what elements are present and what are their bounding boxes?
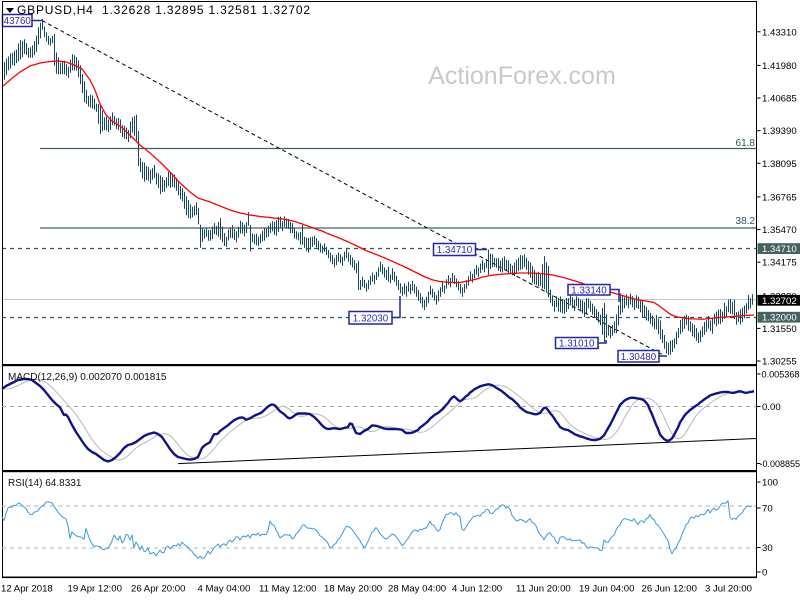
svg-text:MACD(12,26,9) 0.002070 0.00181: MACD(12,26,9) 0.002070 0.001815 <box>8 372 167 383</box>
svg-text:28 May 04:00: 28 May 04:00 <box>388 584 446 595</box>
svg-text:1.43310: 1.43310 <box>762 27 797 38</box>
svg-text:1.32030: 1.32030 <box>353 313 389 324</box>
svg-text:12 Apr 2018: 12 Apr 2018 <box>1 584 53 595</box>
svg-text:4 May 04:00: 4 May 04:00 <box>198 584 251 595</box>
svg-text:GBPUSD,H4 1.32628 1.32895 1.3: GBPUSD,H4 1.32628 1.32895 1.32581 1.3270… <box>17 3 310 17</box>
svg-text:19 Jun 04:00: 19 Jun 04:00 <box>579 584 634 595</box>
svg-text:30: 30 <box>762 543 773 554</box>
svg-text:61.8: 61.8 <box>736 138 756 149</box>
svg-text:1.36765: 1.36765 <box>762 192 797 203</box>
svg-text:1.32702: 1.32702 <box>762 296 797 307</box>
svg-text:11 May 12:00: 11 May 12:00 <box>259 584 316 595</box>
svg-text:3 Jul 20:00: 3 Jul 20:00 <box>705 584 752 595</box>
svg-text:0: 0 <box>762 568 767 579</box>
svg-text:1.35470: 1.35470 <box>762 225 797 236</box>
svg-text:1.40685: 1.40685 <box>762 94 797 105</box>
svg-text:1.34710: 1.34710 <box>437 245 473 256</box>
svg-text:4 Jun 12:00: 4 Jun 12:00 <box>452 584 502 595</box>
svg-text:1.33140: 1.33140 <box>571 285 607 296</box>
svg-text:26 Apr 20:00: 26 Apr 20:00 <box>131 584 185 595</box>
svg-text:1.30480: 1.30480 <box>621 352 657 363</box>
svg-text:ActionForex.com: ActionForex.com <box>428 62 616 90</box>
svg-text:1.34710: 1.34710 <box>762 244 797 255</box>
svg-text:26 Jun 12:00: 26 Jun 12:00 <box>642 584 697 595</box>
svg-text:1.34175: 1.34175 <box>762 258 797 269</box>
svg-text:1.31010: 1.31010 <box>559 339 595 350</box>
svg-text:1.38095: 1.38095 <box>762 159 797 170</box>
svg-text:-0.008855: -0.008855 <box>760 459 800 470</box>
svg-text:70: 70 <box>762 504 773 515</box>
svg-text:1.39390: 1.39390 <box>762 126 797 137</box>
svg-text:1.32000: 1.32000 <box>762 313 797 324</box>
svg-text:1.41980: 1.41980 <box>762 61 797 72</box>
svg-text:0.005368: 0.005368 <box>762 370 800 381</box>
svg-text:18 May 20:00: 18 May 20:00 <box>324 584 382 595</box>
svg-text:1.31550: 1.31550 <box>762 324 797 335</box>
svg-text:43760: 43760 <box>4 16 32 27</box>
svg-text:100: 100 <box>762 478 778 489</box>
svg-text:RSI(14) 64.8331: RSI(14) 64.8331 <box>8 478 82 489</box>
svg-text:19 Apr 12:00: 19 Apr 12:00 <box>68 584 122 595</box>
svg-text:11 Jun 20:00: 11 Jun 20:00 <box>516 584 571 595</box>
svg-text:38.2: 38.2 <box>736 216 756 227</box>
svg-text:1.30255: 1.30255 <box>762 357 797 368</box>
svg-text:0.00: 0.00 <box>762 402 781 413</box>
